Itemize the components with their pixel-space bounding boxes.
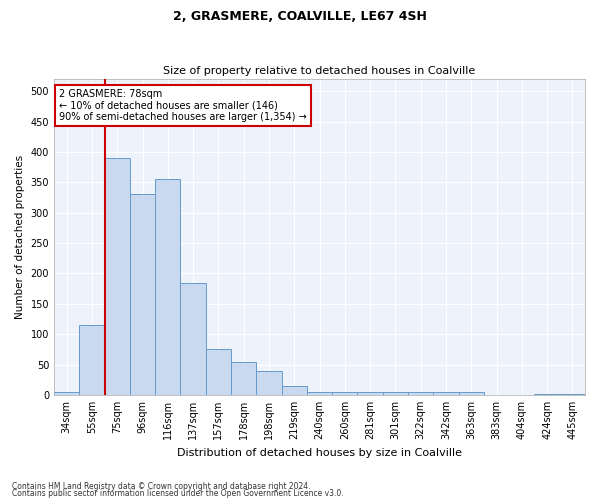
Bar — [383, 392, 408, 395]
Bar — [54, 392, 79, 395]
Bar — [307, 392, 332, 395]
Bar — [155, 180, 181, 395]
Text: Contains public sector information licensed under the Open Government Licence v3: Contains public sector information licen… — [12, 490, 344, 498]
Bar — [358, 392, 383, 395]
Text: Contains HM Land Registry data © Crown copyright and database right 2024.: Contains HM Land Registry data © Crown c… — [12, 482, 311, 491]
Bar — [206, 350, 231, 395]
Bar — [231, 362, 256, 395]
X-axis label: Distribution of detached houses by size in Coalville: Distribution of detached houses by size … — [177, 448, 462, 458]
Bar — [433, 392, 458, 395]
Bar — [181, 282, 206, 395]
Bar — [560, 394, 585, 395]
Bar — [79, 325, 104, 395]
Text: 2 GRASMERE: 78sqm
← 10% of detached houses are smaller (146)
90% of semi-detache: 2 GRASMERE: 78sqm ← 10% of detached hous… — [59, 88, 307, 122]
Text: 2, GRASMERE, COALVILLE, LE67 4SH: 2, GRASMERE, COALVILLE, LE67 4SH — [173, 10, 427, 23]
Bar — [256, 370, 281, 395]
Title: Size of property relative to detached houses in Coalville: Size of property relative to detached ho… — [163, 66, 476, 76]
Bar — [332, 392, 358, 395]
Y-axis label: Number of detached properties: Number of detached properties — [15, 155, 25, 319]
Bar — [104, 158, 130, 395]
Bar — [535, 394, 560, 395]
Bar — [130, 194, 155, 395]
Bar — [458, 392, 484, 395]
Bar — [408, 392, 433, 395]
Bar — [281, 386, 307, 395]
